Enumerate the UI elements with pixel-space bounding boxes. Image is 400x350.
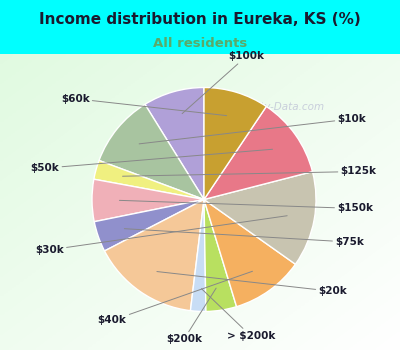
Text: $40k: $40k [98,271,252,326]
Text: $10k: $10k [139,114,366,144]
Text: All residents: All residents [153,37,247,50]
Wedge shape [104,199,204,311]
Wedge shape [204,199,236,312]
Text: $75k: $75k [124,229,364,247]
Wedge shape [204,88,266,200]
Wedge shape [204,199,296,307]
Text: $125k: $125k [122,167,376,176]
Wedge shape [94,199,204,251]
Text: City-Data.com: City-Data.com [251,103,325,112]
Text: > $200k: > $200k [202,289,275,341]
Text: $100k: $100k [182,51,264,114]
Wedge shape [92,179,204,222]
Text: $20k: $20k [157,272,347,296]
Text: $200k: $200k [166,288,216,344]
Wedge shape [190,199,206,312]
Text: $30k: $30k [35,216,287,255]
Wedge shape [99,104,204,200]
Text: $50k: $50k [30,149,272,173]
Text: Income distribution in Eureka, KS (%): Income distribution in Eureka, KS (%) [39,12,361,27]
Wedge shape [94,161,204,199]
Text: $60k: $60k [61,94,227,116]
Text: $150k: $150k [120,200,373,214]
Wedge shape [204,106,312,199]
Wedge shape [145,88,204,200]
Wedge shape [204,172,316,264]
